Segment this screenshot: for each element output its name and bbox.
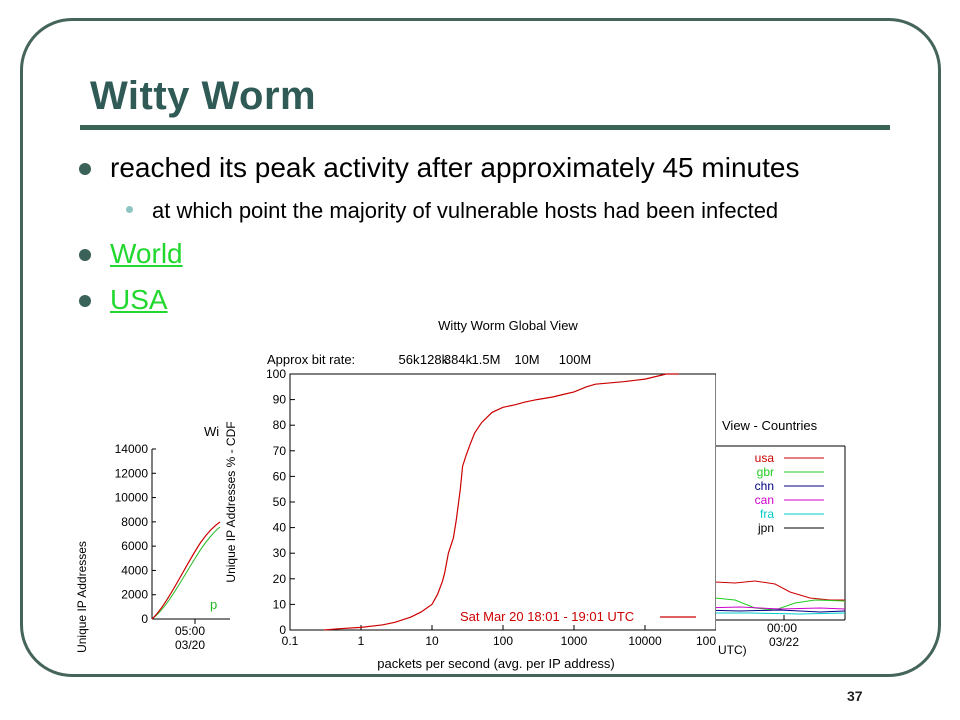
back-left-xtick: 05:00 [175, 624, 205, 638]
main-xtick-label: 1000 [561, 634, 588, 648]
back-left-ytick-label: 10000 [115, 491, 149, 505]
back-left-ytick-label: 12000 [115, 466, 149, 480]
bullet-peak-activity: reached its peak activity after approxim… [79, 152, 800, 184]
back-right-legend-label: fra [760, 507, 774, 521]
back-left-ytick-label: 8000 [121, 515, 148, 529]
back-left-ytick-label: 4000 [121, 563, 148, 577]
back-right-xtick-date: 03/22 [769, 635, 799, 649]
back-right-axis [700, 445, 846, 621]
main-xtick-label: 100 [493, 634, 513, 648]
main-xlabel: packets per second (avg. per IP address) [377, 656, 615, 671]
main-ytick-label: 50 [273, 495, 287, 509]
main-ylabel: Unique IP Addresses % - CDF [224, 421, 238, 582]
bitrate-tick-label: 100M [559, 352, 592, 367]
main-ytick-label: 70 [273, 444, 287, 458]
main-ytick-label: 30 [273, 546, 287, 560]
bullet-world: World [79, 238, 183, 270]
bullet-usa: USA [79, 284, 168, 316]
bitrate-tick-label: 384k [444, 352, 473, 367]
main-xtick-label: 0.1 [282, 634, 299, 648]
back-left-ytick-label: 2000 [121, 588, 148, 602]
main-ytick-label: 40 [273, 521, 287, 535]
main-chart: Witty Worm Global View Approx bit rate: … [224, 312, 716, 674]
main-legend-label: Sat Mar 20 18:01 - 19:01 UTC [460, 609, 634, 624]
back-right-series-chn [700, 609, 846, 613]
back-right-series-gbr [700, 597, 846, 611]
bitrate-tick-label: 128k [420, 352, 449, 367]
back-right-series-can [700, 606, 846, 610]
page-number: 37 [847, 688, 863, 704]
slide-title: Witty Worm [90, 74, 317, 118]
usa-link[interactable]: USA [110, 284, 168, 315]
main-ytick-label: 20 [273, 572, 287, 586]
main-cdf-curve [323, 373, 679, 631]
back-right-legend-label: chn [755, 479, 774, 493]
back-left-ytick-label: 6000 [121, 539, 148, 553]
main-xtick-label: 100000 [696, 634, 716, 648]
main-ytick-label: 60 [273, 469, 287, 483]
back-right-title: View - Countries [722, 418, 818, 433]
main-chart-title: Witty Worm Global View [438, 318, 578, 333]
main-xtick-label: 1 [358, 634, 365, 648]
sub-bullet-infected: at which point the majority of vulnerabl… [126, 198, 779, 224]
back-right-series-fra [700, 612, 846, 615]
main-xtick-label: 10000 [628, 634, 662, 648]
main-ytick-label: 10 [273, 597, 287, 611]
back-left-curve-red [151, 521, 221, 620]
bullet-text: reached its peak activity after approxim… [110, 152, 800, 183]
back-left-legend: p [210, 597, 217, 612]
world-link[interactable]: World [110, 238, 183, 269]
slide-frame [20, 18, 941, 677]
bitrate-tick-label: 1.5M [472, 352, 501, 367]
main-ytick-label: 100 [266, 367, 286, 381]
back-left-ytick-label: 14000 [115, 442, 149, 456]
bullet-dot-icon [79, 295, 91, 307]
bitrate-tick-label: 56k [399, 352, 420, 367]
back-right-xlabel: UTC) [718, 643, 747, 657]
back-left-ytick-label: 0 [141, 612, 148, 626]
main-ytick-label: 80 [273, 418, 287, 432]
main-ytick-label: 90 [273, 393, 287, 407]
back-left-ylabel: Unique IP Addresses [75, 541, 89, 653]
main-xticks: 0.1 1 10 100 1000 10000 100000 [282, 625, 716, 648]
back-right-legend-label: usa [755, 451, 775, 465]
back-left-yticks: 14000 12000 10000 8000 6000 4000 2000 0 [115, 442, 156, 626]
sub-bullet-dot-icon [126, 206, 133, 213]
title-underline [80, 125, 890, 130]
bitrate-label: Approx bit rate: [267, 352, 355, 367]
bullet-dot-icon [79, 249, 91, 261]
back-right-xtick: 00:00 [767, 621, 797, 635]
bullet-dot-icon [79, 163, 91, 175]
back-right-legend-label: gbr [757, 465, 774, 479]
back-right-legend-label: jpn [757, 521, 774, 535]
main-xtick-label: 10 [425, 634, 439, 648]
main-yticks: 0 10 20 30 40 50 60 70 80 90 100 [266, 367, 295, 637]
bitrate-tick-label: 10M [514, 352, 539, 367]
back-left-title: Wi [204, 424, 219, 439]
main-ytick-label: 0 [279, 623, 286, 637]
back-right-series-usa [700, 580, 845, 601]
back-left-xtick-date: 03/20 [175, 638, 205, 652]
sub-bullet-text: at which point the majority of vulnerabl… [152, 198, 779, 223]
back-left-curve-green [151, 526, 221, 620]
back-left-chart: Wi Unique IP Addresses 14000 12000 10000 80… [68, 412, 238, 657]
back-right-legend-label: can [755, 493, 774, 507]
